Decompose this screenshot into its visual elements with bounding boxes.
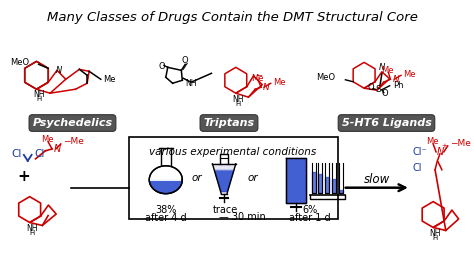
Polygon shape (286, 158, 306, 203)
Text: Cl: Cl (11, 149, 21, 159)
Text: Many Classes of Drugs Contain the DMT Structural Core: Many Classes of Drugs Contain the DMT St… (47, 11, 419, 24)
Polygon shape (212, 164, 236, 170)
Text: N: N (379, 63, 385, 72)
Text: O: O (368, 83, 374, 92)
Text: NH: NH (185, 79, 197, 88)
Text: various experimental conditions: various experimental conditions (149, 147, 317, 157)
Text: Me: Me (251, 74, 264, 83)
Text: Psychedelics: Psychedelics (32, 118, 112, 128)
Text: NH: NH (429, 229, 441, 238)
Text: MeO: MeO (9, 58, 29, 67)
Text: Me: Me (381, 66, 394, 75)
Text: slow: slow (364, 173, 390, 186)
Polygon shape (149, 180, 182, 194)
Text: Me: Me (403, 70, 416, 79)
Text: −Me: −Me (63, 138, 83, 146)
Text: O: O (182, 56, 189, 65)
Text: O: O (382, 89, 388, 98)
Text: H: H (235, 101, 240, 107)
Text: Me: Me (426, 138, 438, 146)
Polygon shape (332, 179, 336, 193)
Polygon shape (325, 177, 329, 193)
Text: or: or (248, 173, 259, 183)
Text: Cl: Cl (413, 163, 422, 173)
Text: NH: NH (232, 95, 244, 104)
Text: S: S (375, 85, 381, 94)
Text: NH: NH (26, 224, 37, 233)
Text: Cl: Cl (34, 149, 45, 159)
Text: H: H (37, 96, 42, 102)
Polygon shape (319, 174, 322, 193)
Text: +: + (441, 143, 447, 149)
Text: Me: Me (103, 75, 115, 84)
Polygon shape (214, 170, 234, 192)
Text: after 1 d: after 1 d (289, 212, 330, 223)
Text: Me: Me (41, 135, 54, 145)
Text: Triptans: Triptans (203, 118, 255, 128)
Text: trace: trace (212, 205, 237, 214)
Text: NH: NH (34, 90, 45, 99)
Text: MeO: MeO (317, 73, 336, 82)
Text: Cl⁻: Cl⁻ (413, 147, 428, 157)
Text: N: N (54, 144, 61, 154)
Text: N: N (56, 66, 62, 75)
Text: Me: Me (273, 78, 285, 87)
Text: −Me: −Me (450, 139, 471, 148)
Text: 6%: 6% (302, 205, 317, 214)
Text: N: N (263, 83, 270, 92)
Text: +: + (18, 169, 30, 184)
Text: Ph: Ph (393, 81, 404, 90)
Text: −: − (255, 71, 262, 80)
Text: N: N (392, 75, 399, 84)
Polygon shape (339, 190, 343, 193)
Text: H: H (432, 235, 438, 242)
Text: N: N (437, 147, 444, 157)
Text: — 30 min: — 30 min (219, 212, 266, 222)
Text: 38%: 38% (155, 205, 176, 214)
Polygon shape (311, 172, 316, 193)
Text: or: or (191, 173, 202, 183)
Polygon shape (149, 166, 182, 180)
Text: 5-HT6 Ligands: 5-HT6 Ligands (342, 118, 431, 128)
Text: after 4 d: after 4 d (145, 212, 187, 223)
Text: O: O (159, 62, 165, 71)
Text: H: H (29, 230, 34, 236)
